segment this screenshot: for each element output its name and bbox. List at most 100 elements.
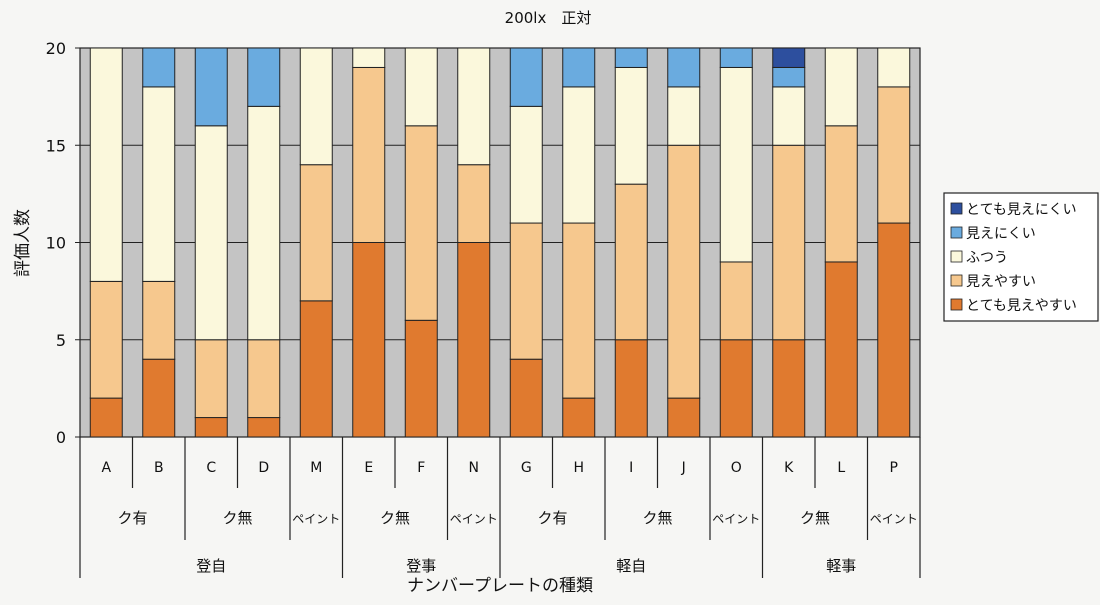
bar-segment bbox=[509, 358, 543, 438]
bar-segment bbox=[247, 417, 281, 438]
x-group-label: ペイント bbox=[870, 512, 918, 526]
bar-segment bbox=[299, 300, 333, 438]
x-tick-label: B bbox=[154, 460, 164, 476]
y-tick-label: 10 bbox=[46, 234, 66, 253]
y-axis-label: 評価人数 bbox=[13, 209, 33, 277]
bar-segment bbox=[142, 86, 176, 282]
plot-area: 0 5 10 15 20 bbox=[46, 39, 921, 447]
x-tick-label: D bbox=[258, 460, 269, 476]
x-tick-label: L bbox=[837, 460, 845, 476]
bar-segment bbox=[614, 183, 648, 341]
bar-segment bbox=[194, 47, 228, 127]
bar-segment bbox=[824, 125, 858, 263]
x-category-group-label: 軽事 bbox=[826, 557, 856, 575]
bar-segment bbox=[194, 339, 228, 419]
legend-label: とても見えにくい bbox=[966, 202, 1077, 218]
bar-segment bbox=[247, 105, 281, 341]
bar-segment bbox=[824, 261, 858, 438]
x-category-group-label: 軽自 bbox=[616, 557, 646, 575]
bar-segment bbox=[404, 125, 438, 321]
bar-segment bbox=[667, 144, 701, 399]
bar-segment bbox=[352, 66, 386, 243]
bar-segment bbox=[614, 339, 648, 438]
bar-segment bbox=[772, 47, 806, 68]
bar-segment bbox=[614, 66, 648, 185]
bar-segment bbox=[719, 66, 753, 263]
legend-swatch bbox=[950, 202, 963, 215]
bar-segment bbox=[667, 47, 701, 88]
x-tick-label: E bbox=[364, 460, 373, 476]
legend-label: とても見えやすい bbox=[966, 298, 1077, 314]
bar-segment bbox=[142, 280, 176, 360]
bar-segment bbox=[562, 86, 596, 224]
bar-segment bbox=[877, 47, 911, 88]
bar-segment bbox=[352, 47, 386, 68]
bar-segment bbox=[667, 86, 701, 146]
bar-segment bbox=[509, 222, 543, 360]
bar-segment bbox=[89, 280, 123, 399]
y-tick-label: 0 bbox=[56, 428, 66, 447]
bar-segment bbox=[877, 222, 911, 438]
bar-segment bbox=[299, 47, 333, 166]
bar-segment bbox=[404, 47, 438, 127]
bar-segment bbox=[719, 339, 753, 438]
bar-segment bbox=[194, 417, 228, 438]
bar-segment bbox=[772, 66, 806, 88]
x-group-label: ク無 bbox=[642, 509, 672, 527]
y-tick-label: 5 bbox=[56, 331, 66, 350]
legend-label: ふつう bbox=[966, 250, 1008, 266]
legend-label: 見えやすい bbox=[966, 274, 1036, 290]
x-tick-label: F bbox=[417, 460, 425, 476]
bar-segment bbox=[614, 47, 648, 68]
x-tick-label: M bbox=[310, 460, 322, 476]
x-group-label: ペイント bbox=[292, 512, 340, 526]
legend-box bbox=[943, 192, 1099, 322]
bar-segment bbox=[772, 86, 806, 146]
x-tick-label: J bbox=[681, 460, 686, 476]
bar-segment bbox=[772, 339, 806, 438]
bar-segment bbox=[247, 47, 281, 107]
bar-segment bbox=[824, 47, 858, 127]
bar-segment bbox=[89, 47, 123, 282]
bar-segment bbox=[142, 358, 176, 438]
bar-segment bbox=[772, 144, 806, 341]
x-group-label: ク無 bbox=[800, 509, 830, 527]
x-tick-label: N bbox=[469, 460, 479, 476]
legend-swatch bbox=[950, 226, 963, 239]
legend-swatch bbox=[950, 274, 963, 287]
bar-segment bbox=[299, 164, 333, 302]
bar-segment bbox=[194, 125, 228, 341]
x-category-group-label: 登事 bbox=[406, 557, 436, 575]
bar-segment bbox=[562, 397, 596, 438]
x-group-label: ク有 bbox=[117, 509, 147, 527]
x-tick-label: H bbox=[573, 460, 584, 476]
x-category-group-label: 登自 bbox=[196, 557, 226, 575]
bar-segment bbox=[719, 261, 753, 341]
x-tick-label: P bbox=[890, 460, 898, 476]
bar-segment bbox=[404, 319, 438, 438]
bar-segment bbox=[877, 86, 911, 224]
legend-swatch bbox=[950, 250, 963, 263]
x-tick-label: K bbox=[784, 460, 794, 476]
x-tick-label: I bbox=[629, 460, 633, 476]
bar-segment bbox=[509, 105, 543, 224]
bar-segment bbox=[142, 47, 176, 88]
x-axis: A B C D M E F N G H I J O K L P ク有 ク無 ペイント ク無 ペイント ク有 ク無 ペイント ク無… bbox=[79, 437, 921, 578]
x-group-label: ペイント bbox=[450, 512, 498, 526]
x-tick-label: A bbox=[101, 460, 111, 476]
x-tick-label: G bbox=[521, 460, 532, 476]
bar-segment bbox=[509, 47, 543, 107]
x-tick-label: C bbox=[206, 460, 216, 476]
bar-segment bbox=[667, 397, 701, 438]
bar-segment bbox=[562, 222, 596, 399]
legend-swatch bbox=[950, 298, 963, 311]
bar-segment bbox=[89, 397, 123, 438]
bar-segment bbox=[719, 47, 753, 68]
y-tick-label: 20 bbox=[46, 39, 66, 58]
legend-label: 見えにくい bbox=[966, 226, 1036, 242]
x-axis-label: ナンバープレートの種類 bbox=[407, 576, 593, 596]
x-tick-label: O bbox=[731, 460, 742, 476]
bar-segment bbox=[457, 242, 491, 438]
